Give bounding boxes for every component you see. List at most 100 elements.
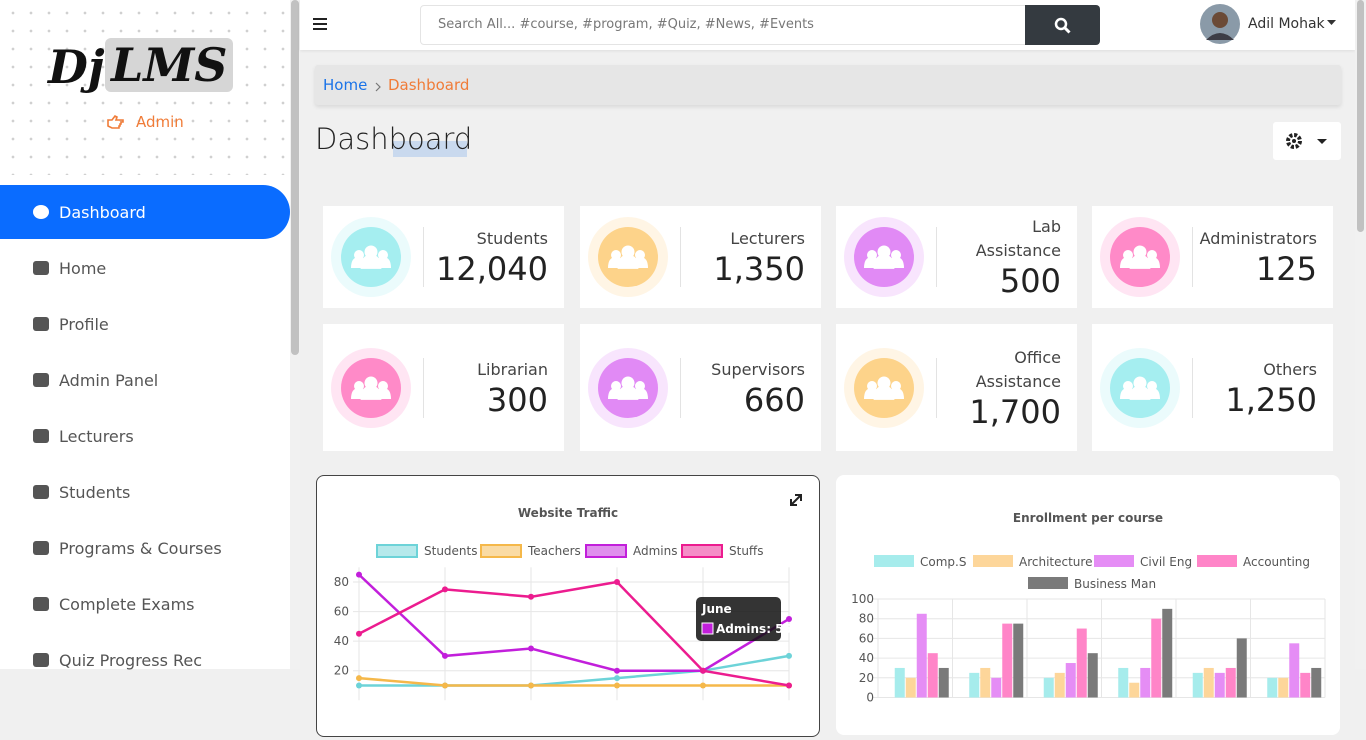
nav-label: Complete Exams bbox=[59, 594, 195, 614]
nav-item[interactable]: Students bbox=[0, 465, 290, 519]
scroll-thumb[interactable] bbox=[1357, 0, 1364, 232]
people-body bbox=[1129, 385, 1151, 400]
data-point bbox=[614, 579, 620, 586]
breadcrumb: Home Dashboard bbox=[315, 65, 1341, 105]
bar bbox=[1140, 667, 1151, 698]
stat-value: 300 bbox=[486, 380, 548, 419]
stat-card: Administrators 125 bbox=[1092, 206, 1333, 308]
data-point bbox=[442, 586, 448, 593]
stat-card: Lecturers 1,350 bbox=[580, 206, 821, 308]
legend-label: Architecture bbox=[1019, 555, 1092, 569]
topbar: Search All... #course, #program, #Quiz, … bbox=[300, 0, 1355, 50]
nav-item[interactable]: Home bbox=[0, 241, 290, 295]
nav-item[interactable]: Lecturers bbox=[0, 409, 290, 463]
bar bbox=[1300, 672, 1311, 698]
settings-button[interactable] bbox=[1273, 122, 1341, 160]
stat-text: Office Assistance 1,700 bbox=[943, 324, 1061, 451]
y-tick-label: 60 bbox=[334, 605, 349, 619]
tooltip-swatch bbox=[701, 622, 714, 635]
logo-text: Dj bbox=[48, 40, 105, 94]
stat-icon bbox=[1100, 217, 1180, 297]
stat-card: Others 1,250 bbox=[1092, 324, 1333, 451]
stat-value: 1,250 bbox=[1225, 380, 1317, 419]
breadcrumb-link[interactable]: Home bbox=[323, 76, 368, 94]
legend-label: Comp.S bbox=[920, 555, 966, 569]
logo-area: Dj LMS Admin bbox=[0, 0, 290, 175]
y-tick-label: 20 bbox=[859, 671, 874, 685]
search-button[interactable] bbox=[1025, 5, 1100, 45]
search-icon bbox=[1054, 17, 1071, 34]
user-menu[interactable]: Adil Mohak bbox=[1248, 16, 1325, 32]
chart-title: Enrollment per course bbox=[1013, 511, 1163, 525]
nav-label: Admin Panel bbox=[59, 370, 159, 390]
caret bbox=[1327, 20, 1336, 25]
stat-icon bbox=[588, 217, 668, 297]
stat-text: Lab Assistance 500 bbox=[943, 206, 1061, 308]
bar bbox=[1129, 682, 1140, 698]
stat-label: Lab Assistance bbox=[975, 217, 1061, 260]
menu-toggle[interactable] bbox=[313, 17, 327, 31]
logo-text: LMS bbox=[105, 38, 234, 92]
divider bbox=[936, 357, 937, 418]
stat-icon bbox=[844, 217, 924, 297]
y-tick-label: 0 bbox=[866, 691, 874, 705]
nav-item[interactable]: Programs & Courses bbox=[0, 521, 290, 575]
bar bbox=[1043, 677, 1054, 698]
tooltip bbox=[696, 597, 781, 641]
tooltip-body: Admins: 55 bbox=[716, 622, 792, 636]
nav-item[interactable]: Quiz Progress Rec bbox=[0, 633, 290, 687]
nav-item[interactable]: Complete Exams bbox=[0, 577, 290, 631]
stat-label: Librarian bbox=[477, 359, 548, 379]
nav-label: Lecturers bbox=[59, 426, 134, 446]
tooltip-title: June bbox=[701, 602, 732, 616]
people-body bbox=[360, 385, 382, 400]
nav-item[interactable]: Dashboard bbox=[0, 185, 290, 239]
bar-chart: Enrollment per course Comp.S Architecture C… bbox=[851, 511, 1326, 705]
y-tick-label: 20 bbox=[334, 664, 349, 678]
sidebar-scrollbar bbox=[290, 0, 300, 669]
bar bbox=[927, 653, 938, 698]
bar bbox=[1013, 623, 1024, 698]
role-link[interactable]: Admin bbox=[136, 113, 184, 131]
bar bbox=[1118, 667, 1129, 698]
nav-label: Dashboard bbox=[59, 202, 146, 222]
stat-value: 1,350 bbox=[713, 250, 805, 288]
legend-swatch bbox=[1094, 555, 1134, 567]
legend-label: Admins bbox=[633, 544, 678, 558]
tooltip-value: 55 bbox=[775, 622, 792, 636]
stat-card: Office Assistance 1,700 bbox=[836, 324, 1077, 451]
data-point bbox=[786, 615, 792, 622]
bar bbox=[905, 677, 916, 698]
nav-icon bbox=[33, 373, 49, 387]
avatar[interactable] bbox=[1200, 4, 1240, 44]
legend-swatch bbox=[585, 544, 627, 558]
divider bbox=[423, 357, 424, 418]
nav-item[interactable]: Profile bbox=[0, 297, 290, 351]
bar bbox=[894, 667, 905, 698]
legend-swatch bbox=[681, 544, 723, 558]
divider bbox=[423, 227, 424, 287]
stat-text: Lecturers 1,350 bbox=[713, 206, 805, 308]
divider bbox=[680, 227, 681, 287]
line-chart: Website Traffic Students Teachers Admins Stu… bbox=[334, 494, 802, 701]
legend-swatch bbox=[874, 555, 914, 567]
bar bbox=[1065, 663, 1076, 698]
stat-label: Office Assistance bbox=[975, 347, 1061, 391]
scroll-thumb[interactable] bbox=[291, 0, 299, 355]
divider bbox=[1192, 227, 1193, 287]
bar bbox=[1225, 667, 1236, 698]
data-point bbox=[528, 682, 534, 689]
chart-card: Website Traffic Students Teachers Admins Stu… bbox=[316, 475, 820, 737]
gear-icon bbox=[1286, 133, 1327, 149]
search-input[interactable]: Search All... #course, #program, #Quiz, … bbox=[420, 5, 1026, 45]
nav-icon bbox=[33, 261, 49, 275]
stat-icon bbox=[331, 217, 411, 297]
stat-label: Others bbox=[1263, 359, 1317, 379]
stat-icon bbox=[1100, 347, 1180, 428]
bar bbox=[1151, 618, 1162, 698]
nav-item[interactable]: Admin Panel bbox=[0, 353, 290, 407]
tooltip-sep: : bbox=[766, 622, 775, 636]
legend-label: Teachers bbox=[527, 544, 581, 558]
stat-value: 125 bbox=[1255, 250, 1317, 288]
bar bbox=[1236, 638, 1247, 698]
